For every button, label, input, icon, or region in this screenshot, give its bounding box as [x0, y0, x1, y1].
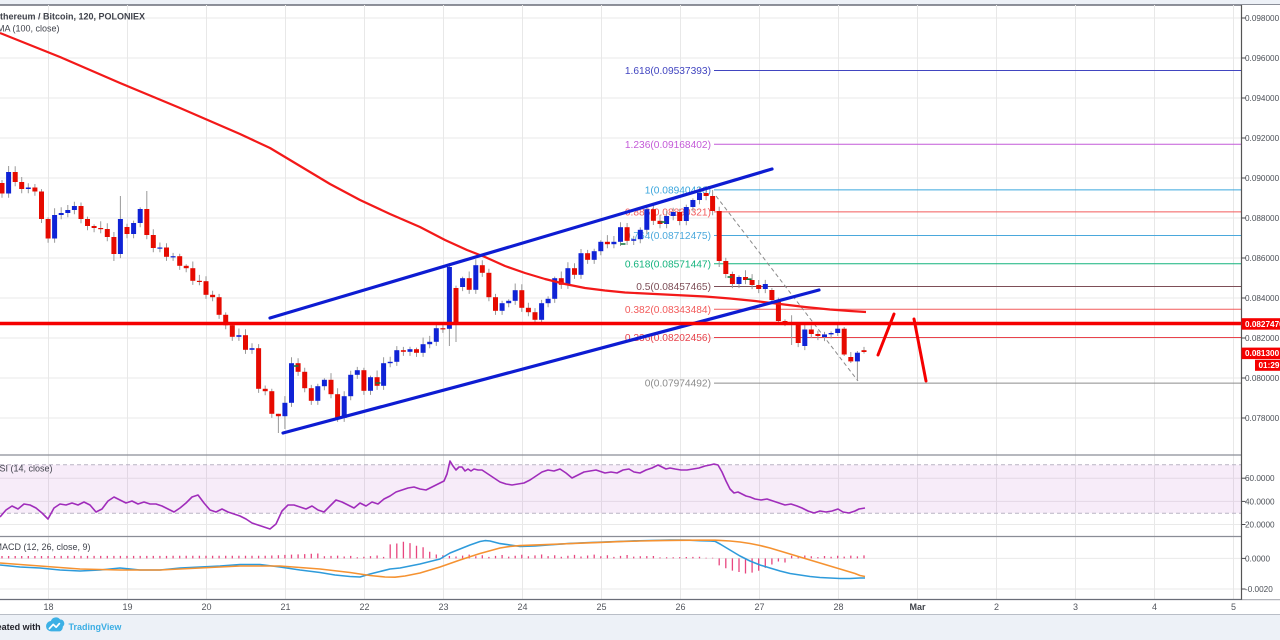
svg-text:0.764(0.08712475): 0.764(0.08712475) — [625, 231, 711, 242]
svg-text:21: 21 — [280, 602, 290, 612]
svg-text:0.090000: 0.090000 — [1245, 174, 1280, 183]
svg-text:Ethereum / Bitcoin, 120, POLON: Ethereum / Bitcoin, 120, POLONIEX — [0, 11, 145, 21]
svg-text:TradingView: TradingView — [69, 622, 123, 632]
svg-text:0(0.07974492): 0(0.07974492) — [645, 379, 711, 390]
svg-text:RSI (14, close): RSI (14, close) — [0, 464, 53, 474]
svg-text:27: 27 — [754, 602, 764, 612]
svg-text:3: 3 — [1073, 602, 1078, 612]
svg-text:40.0000: 40.0000 — [1245, 497, 1275, 506]
svg-text:25: 25 — [596, 602, 606, 612]
svg-text:20: 20 — [201, 602, 211, 612]
svg-text:0.088000: 0.088000 — [1245, 214, 1280, 223]
svg-text:0.078000: 0.078000 — [1245, 414, 1280, 423]
svg-text:0.084000: 0.084000 — [1245, 294, 1280, 303]
svg-text:0.080000: 0.080000 — [1245, 374, 1280, 383]
svg-text:0.618(0.08571447): 0.618(0.08571447) — [625, 259, 711, 270]
svg-text:26: 26 — [675, 602, 685, 612]
svg-text:01:29:4: 01:29:4 — [1259, 361, 1280, 370]
svg-text:MACD (12, 26, close, 9): MACD (12, 26, close, 9) — [0, 542, 91, 552]
svg-text:23: 23 — [438, 602, 448, 612]
svg-text:18: 18 — [43, 602, 53, 612]
svg-text:20.0000: 20.0000 — [1245, 521, 1275, 530]
svg-text:Mar: Mar — [909, 602, 926, 612]
svg-text:0.886(0.08830321): 0.886(0.08830321) — [625, 208, 711, 219]
svg-text:28: 28 — [833, 602, 843, 612]
svg-text:5: 5 — [1231, 602, 1236, 612]
svg-text:0.5(0.08457465): 0.5(0.08457465) — [636, 282, 711, 293]
svg-text:1.236(0.09168402): 1.236(0.09168402) — [625, 140, 711, 151]
svg-text:22: 22 — [359, 602, 369, 612]
svg-text:-0.0020: -0.0020 — [1245, 585, 1273, 594]
svg-text:60.0000: 60.0000 — [1245, 474, 1275, 483]
svg-text:24: 24 — [517, 602, 527, 612]
svg-text:0.081300: 0.081300 — [1245, 349, 1280, 358]
svg-text:0.094000: 0.094000 — [1245, 94, 1280, 103]
svg-text:1(0.08940436): 1(0.08940436) — [645, 186, 711, 197]
svg-text:0.096000: 0.096000 — [1245, 54, 1280, 63]
svg-text:0.236(0.08202456): 0.236(0.08202456) — [625, 333, 711, 344]
svg-text:0.082000: 0.082000 — [1245, 334, 1280, 343]
svg-text:0.382(0.08343484): 0.382(0.08343484) — [625, 305, 711, 316]
svg-text:0.0827470: 0.0827470 — [1245, 320, 1280, 329]
svg-text:0.086000: 0.086000 — [1245, 254, 1280, 263]
svg-text:Created with: Created with — [0, 622, 41, 632]
svg-text:4: 4 — [1152, 602, 1157, 612]
svg-text:2: 2 — [994, 602, 999, 612]
svg-text:MA (100, close): MA (100, close) — [0, 23, 60, 33]
svg-text:0.0000: 0.0000 — [1245, 554, 1270, 563]
svg-text:19: 19 — [122, 602, 132, 612]
svg-text:1.618(0.09537393): 1.618(0.09537393) — [625, 66, 711, 77]
svg-text:0.098000: 0.098000 — [1245, 14, 1280, 23]
svg-text:0.092000: 0.092000 — [1245, 134, 1280, 143]
